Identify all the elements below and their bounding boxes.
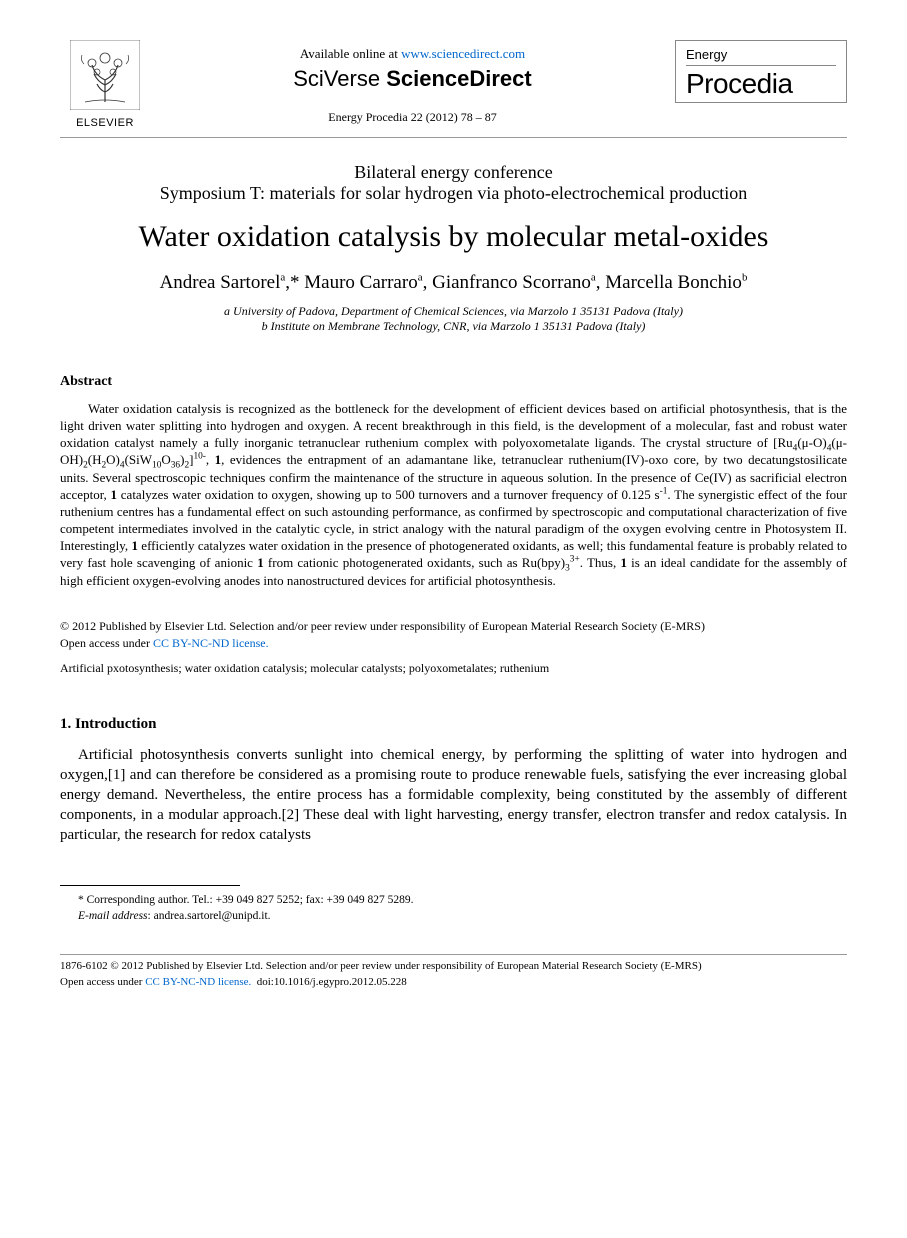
affiliation-a: a University of Padova, Department of Ch… — [60, 304, 847, 319]
journal-big-label: Procedia — [686, 68, 836, 100]
conference-line-2: Symposium T: materials for solar hydroge… — [60, 183, 847, 204]
sciencedirect-link[interactable]: www.sciencedirect.com — [401, 46, 525, 61]
affiliations: a University of Padova, Department of Ch… — [60, 304, 847, 334]
article-title: Water oxidation catalysis by molecular m… — [60, 220, 847, 254]
footer-license-link[interactable]: CC BY-NC-ND license. — [145, 976, 251, 988]
corresponding-author: * Corresponding author. Tel.: +39 049 82… — [60, 892, 847, 908]
open-access: Open access under CC BY-NC-ND license. — [60, 636, 847, 651]
intro-body: Artificial photosynthesis converts sunli… — [60, 745, 847, 845]
intro-heading: 1. Introduction — [60, 716, 847, 733]
footer-open-access: Open access under CC BY-NC-ND license. d… — [60, 975, 847, 990]
corresponding-email: E-mail address: andrea.sartorel@unipd.it… — [60, 908, 847, 924]
sciverse-brand: SciVerse ScienceDirect — [150, 66, 675, 92]
page: ELSEVIER Available online at www.science… — [0, 0, 907, 1020]
elsevier-label: ELSEVIER — [60, 117, 150, 129]
header-center: Available online at www.sciencedirect.co… — [150, 40, 675, 125]
abstract-label: Abstract — [60, 374, 847, 390]
open-access-prefix: Open access under — [60, 636, 153, 650]
abstract-text: Water oxidation catalysis is recognized … — [60, 400, 847, 589]
journal-logo: Energy Procedia — [675, 40, 847, 103]
affiliation-b: b Institute on Membrane Technology, CNR,… — [60, 319, 847, 334]
footnotes: * Corresponding author. Tel.: +39 049 82… — [60, 892, 847, 924]
intro-text: Artificial photosynthesis converts sunli… — [60, 747, 847, 843]
conference-block: Bilateral energy conference Symposium T:… — [60, 162, 847, 204]
footer-rule — [60, 954, 847, 955]
copyright: © 2012 Published by Elsevier Ltd. Select… — [60, 619, 847, 634]
elsevier-logo: ELSEVIER — [60, 40, 150, 129]
authors: Andrea Sartorela,* Mauro Carraroa, Gianf… — [60, 272, 847, 294]
journal-small-label: Energy — [686, 47, 836, 66]
citation: Energy Procedia 22 (2012) 78 – 87 — [150, 110, 675, 125]
footer: 1876-6102 © 2012 Published by Elsevier L… — [60, 959, 847, 990]
available-online: Available online at www.sciencedirect.co… — [150, 46, 675, 62]
license-link[interactable]: CC BY-NC-ND license. — [153, 636, 269, 650]
available-prefix: Available online at — [300, 46, 401, 61]
keywords: Artificial pxotosynthesis; water oxidati… — [60, 661, 847, 676]
footer-copyright: 1876-6102 © 2012 Published by Elsevier L… — [60, 959, 847, 974]
abstract-body: Water oxidation catalysis is recognized … — [60, 401, 847, 588]
footer-doi: doi:10.1016/j.egypro.2012.05.228 — [257, 976, 407, 988]
conference-line-1: Bilateral energy conference — [60, 162, 847, 183]
elsevier-tree-icon — [70, 40, 140, 110]
header: ELSEVIER Available online at www.science… — [60, 40, 847, 138]
footnote-rule — [60, 885, 240, 886]
footer-open-access-prefix: Open access under — [60, 976, 145, 988]
